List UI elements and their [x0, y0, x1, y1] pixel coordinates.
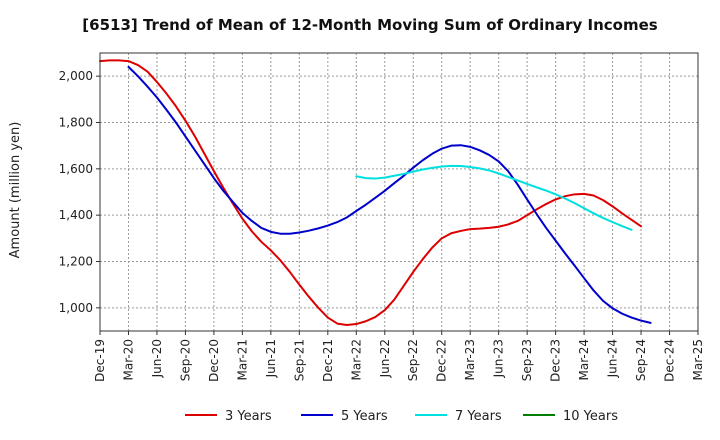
legend-label: 5 Years: [341, 409, 388, 424]
x-tick-label: Sep-24: [634, 339, 648, 381]
x-tick-label: Sep-23: [520, 339, 534, 381]
x-tick-label: Dec-24: [663, 339, 677, 382]
x-tick-label: Jun-21: [264, 339, 278, 378]
chart-title: [6513] Trend of Mean of 12-Month Moving …: [82, 16, 657, 34]
x-tick-label: Mar-21: [235, 339, 249, 380]
x-tick-label: Mar-24: [577, 339, 591, 380]
x-tick-label: Mar-20: [121, 339, 135, 380]
y-tick-label: 1,800: [59, 116, 93, 130]
y-tick-label: 2,000: [59, 69, 93, 83]
x-tick-label: Mar-22: [349, 339, 363, 380]
x-tick-label: Jun-24: [606, 339, 620, 378]
plot-area: [99, 52, 699, 332]
series-line-5-years: [127, 65, 652, 324]
x-tick-label: Jun-23: [492, 339, 506, 378]
y-tick-label: 1,200: [59, 255, 93, 269]
grid: [99, 53, 699, 331]
legend: 3 Years 5 Years 7 Years 10 Years: [185, 409, 618, 424]
y-tick-label: 1,400: [59, 208, 93, 222]
x-tick-label: Sep-20: [178, 339, 192, 381]
series-line-7-years: [355, 164, 633, 231]
y-axis-label: Amount (million yen): [8, 122, 23, 259]
x-tick-label: Dec-22: [435, 339, 449, 382]
legend-label: 10 Years: [563, 409, 618, 424]
x-tick-label: Dec-19: [93, 339, 107, 382]
series-line-3-years: [99, 59, 643, 326]
x-tick-label: Jun-22: [378, 339, 392, 378]
x-tick-label: Sep-22: [406, 339, 420, 381]
y-tick-label: 1,000: [59, 301, 93, 315]
x-tick-label: Sep-21: [292, 339, 306, 381]
x-tick-label: Jun-20: [150, 339, 164, 378]
y-tick-labels: 1,000 1,200 1,400 1,600 1,800 2,000: [59, 69, 100, 315]
series-group: [99, 59, 652, 326]
x-tick-label: Dec-21: [321, 339, 335, 382]
x-tick-labels: Dec-19 Mar-20 Jun-20 Sep-20 Dec-20 Mar-21 Jun-…: [93, 331, 705, 382]
x-tick-label: Mar-25: [691, 339, 705, 380]
legend-label: 7 Years: [455, 409, 502, 424]
y-tick-label: 1,600: [59, 162, 93, 176]
x-tick-label: Dec-20: [207, 339, 221, 382]
x-tick-label: Dec-23: [549, 339, 563, 382]
legend-label: 3 Years: [225, 409, 272, 424]
x-tick-label: Mar-23: [463, 339, 477, 380]
